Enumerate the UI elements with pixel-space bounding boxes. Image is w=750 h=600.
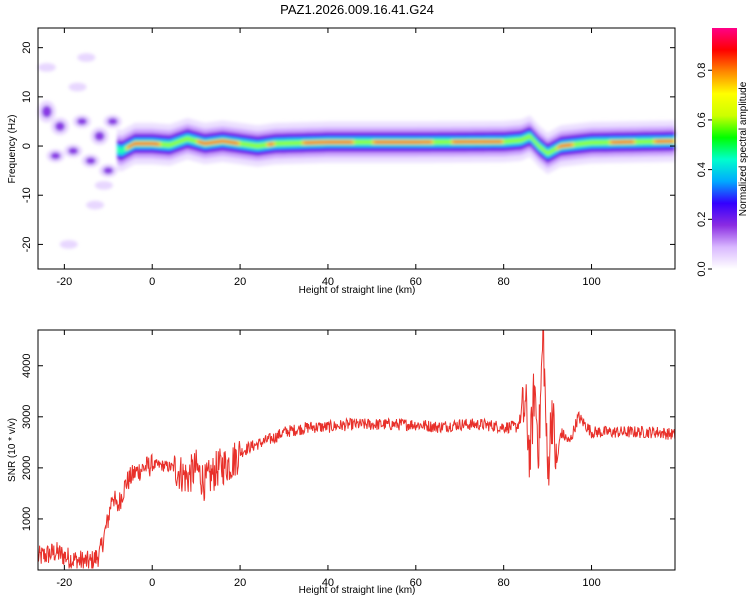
snr-panel: -20 0 20 40 60 80 100 1000 2000 3000 4000 Height …	[7, 329, 676, 596]
snr-x-tick-label: 80	[498, 577, 510, 589]
spectrogram-y-tick-label: -10	[21, 187, 33, 203]
spectrogram-x-axis-label: Height of straight line (km)	[299, 285, 416, 296]
snr-y-tick-label: 2000	[21, 456, 33, 480]
spectrogram-x-tick-label: 80	[498, 276, 510, 288]
spectrogram-y-tick-label: 0	[21, 143, 33, 149]
noise-blob-core	[41, 105, 52, 118]
snr-y-ticks: 1000 2000 3000 4000	[21, 354, 675, 531]
spectrogram-y-ticks: -20 -10 0 10 20	[21, 42, 675, 252]
colorbar-ticks: 0.0 0.2 0.4 0.6 0.8	[696, 63, 712, 277]
ridge-hot-core	[557, 143, 573, 148]
ridge-hot-core	[197, 140, 239, 145]
noise-blob	[94, 180, 113, 190]
snr-x-tick-label: 20	[234, 577, 246, 589]
colorbar-label: Normalized spectral amplitude	[738, 81, 749, 216]
ridge-hot-core	[267, 142, 274, 146]
spectral-ridge	[37, 53, 676, 249]
spectrogram-x-tick-label: 0	[149, 276, 155, 288]
colorbar-tick-label: 0.6	[696, 112, 708, 127]
noise-blob-core	[50, 152, 61, 160]
figure-title: PAZ1.2026.009.16.41.G24	[280, 2, 434, 17]
noise-blob-core	[68, 147, 79, 155]
colorbar-tick-label: 0.2	[696, 212, 708, 227]
noise-blob	[86, 200, 105, 210]
colorbar-tick-label: 0.8	[696, 63, 708, 78]
snr-frame	[37, 329, 676, 571]
spectrogram-x-tick-label: 40	[322, 276, 334, 288]
spectrogram-y-tick-label: 20	[21, 42, 33, 54]
colorbar-tick-label: 0.0	[696, 261, 708, 276]
snr-x-tick-label: 100	[582, 577, 600, 589]
snr-y-tick-label: 3000	[21, 405, 33, 429]
snr-series-line	[38, 330, 675, 569]
snr-x-tick-label: 40	[322, 577, 334, 589]
snr-x-tick-label: -20	[56, 577, 72, 589]
ridge-hot-core	[302, 141, 353, 144]
spectrogram-y-tick-label: -20	[21, 236, 33, 252]
noise-blob-core	[94, 131, 105, 142]
ridge-hot-core	[610, 140, 635, 144]
spectrogram-frame	[37, 27, 676, 270]
spectrogram-y-axis-label: Frequency (Hz)	[7, 115, 18, 184]
ridge-hot-core	[373, 140, 433, 144]
snr-x-axis-label: Height of straight line (km)	[299, 585, 416, 596]
ridge-contour	[117, 132, 676, 157]
snr-x-tick-label: 0	[149, 577, 155, 589]
noise-blob-core	[54, 121, 65, 132]
colorbar: 0.0 0.2 0.4 0.6 0.8 Normalized spectral ampl…	[696, 28, 749, 277]
snr-x-ticks: -20 0 20 40 60 80 100	[56, 330, 601, 589]
colorbar-gradient	[712, 28, 737, 269]
snr-y-tick-label: 4000	[21, 354, 33, 378]
spectrogram-image	[37, 53, 676, 249]
noise-blob-core	[76, 117, 87, 126]
ridge-hot-core	[127, 142, 160, 148]
snr-y-tick-label: 1000	[21, 507, 33, 531]
ridge-hot-core	[452, 140, 503, 143]
noise-blob-core	[103, 167, 114, 175]
noise-blob	[59, 240, 78, 249]
spectrogram-y-tick-label: 10	[21, 91, 33, 103]
noise-blob	[37, 62, 56, 72]
spectrogram-x-tick-label: -20	[56, 276, 72, 288]
spectrogram-x-tick-label: 20	[234, 276, 246, 288]
spectrogram-x-tick-label: 100	[582, 276, 600, 288]
ridge-hot-core	[654, 140, 674, 143]
noise-blob	[77, 53, 96, 62]
snr-x-tick-label: 60	[410, 577, 422, 589]
noise-blob	[68, 82, 87, 92]
snr-y-axis-label: SNR (10 * v/v)	[7, 418, 18, 482]
spectrogram-x-tick-label: 60	[410, 276, 422, 288]
spectrogram-x-ticks: -20 0 20 40 60 80 100	[56, 28, 601, 288]
spectrogram-panel: -20 0 20 40 60 80 100 -20 -10 0 10 20 Height of st…	[7, 27, 676, 296]
noise-blob-core	[107, 117, 118, 126]
noise-blob-core	[85, 157, 96, 165]
colorbar-tick-label: 0.4	[696, 162, 708, 177]
